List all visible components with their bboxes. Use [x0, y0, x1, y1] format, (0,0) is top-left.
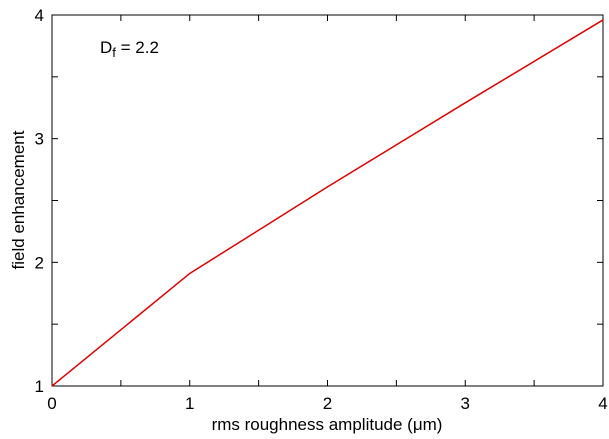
x-tick-label: 1 [185, 394, 194, 413]
y-tick-label: 3 [35, 130, 44, 149]
x-tick-label: 2 [323, 394, 332, 413]
ticks [51, 14, 604, 387]
x-tick-label: 3 [461, 394, 470, 413]
y-tick-label: 4 [35, 6, 44, 25]
y-tick-label: 2 [35, 253, 44, 272]
x-tick-label: 4 [598, 394, 607, 413]
y-axis-label: field enhancement [9, 130, 28, 269]
x-axis-label: rms roughness amplitude (μm) [212, 415, 443, 434]
annotation-df: Df = 2.2 [100, 38, 159, 60]
x-tick-label: 0 [47, 394, 56, 413]
series-layer [51, 19, 604, 387]
series-line-0 [51, 19, 604, 387]
plot-frame [51, 14, 604, 387]
y-tick-label: 1 [35, 377, 44, 396]
